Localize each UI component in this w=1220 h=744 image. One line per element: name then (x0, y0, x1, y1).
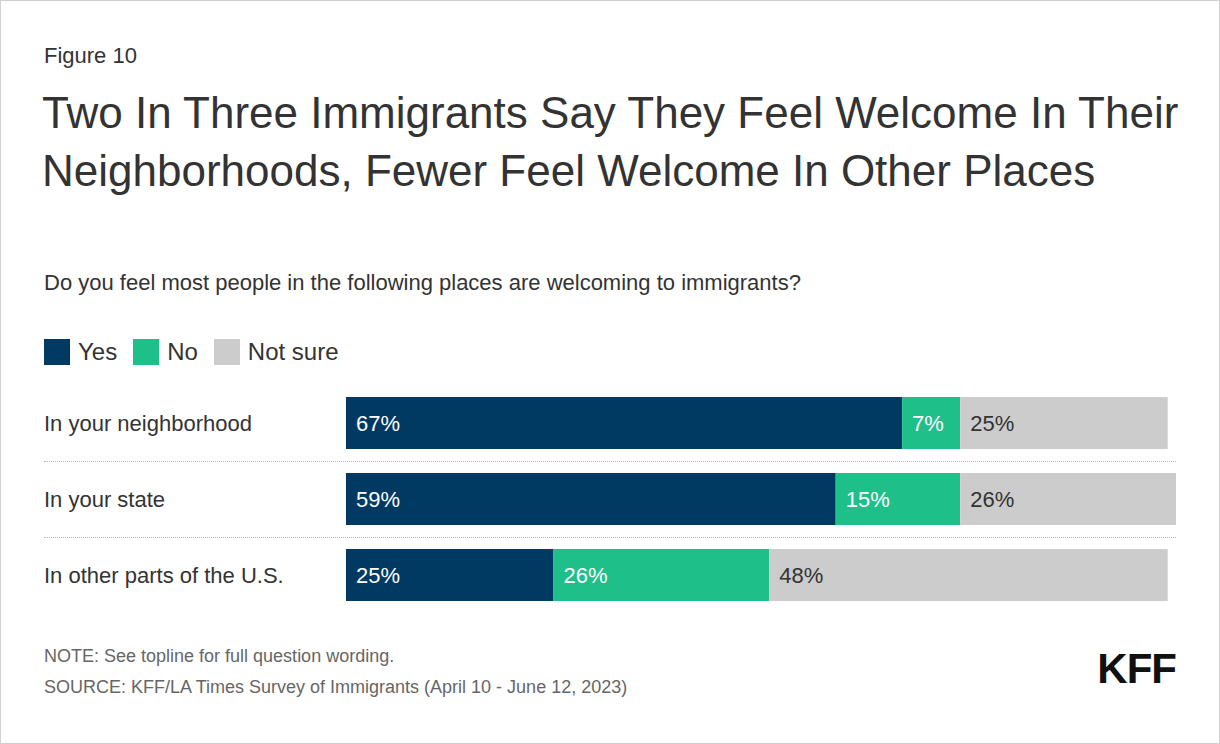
html-text:Figure 10: Figure 10 (44, 43, 137, 68)
html-text:NOTE: See topline for full que: NOTE: See topline for full question word… (44, 646, 395, 666)
svg-text:25%: 25% (970, 411, 1014, 436)
html-text:Do you feel most people in the: Do you feel most people in the following… (44, 270, 801, 295)
svg-text:67%: 67% (356, 411, 400, 436)
html-text:Not sure: Not sure (247, 338, 339, 365)
svg-text:In other parts of the U.S.: In other parts of the U.S. (44, 563, 284, 588)
svg-text:In your neighborhood: In your neighborhood (44, 411, 252, 436)
html-text:Two In Three Immigrants Say Th: Two In Three Immigrants Say They Feel We… (42, 88, 1179, 195)
html-text:Yes: Yes (78, 338, 118, 365)
html-text:No: No (167, 338, 198, 365)
svg-text:In your state: In your state (44, 487, 165, 512)
svg-text:26%: 26% (970, 487, 1014, 512)
svg-text:59%: 59% (356, 487, 400, 512)
svg-text:26%: 26% (564, 563, 608, 588)
svg-text:25%: 25% (356, 563, 400, 588)
svg-text:7%: 7% (912, 411, 944, 436)
svg-text:48%: 48% (779, 563, 823, 588)
html-text:SOURCE: KFF/LA Times Survey of: SOURCE: KFF/LA Times Survey of Immigrant… (44, 677, 628, 697)
svg-text:15%: 15% (846, 487, 890, 512)
html-text:KFF: KFF (1097, 645, 1176, 692)
